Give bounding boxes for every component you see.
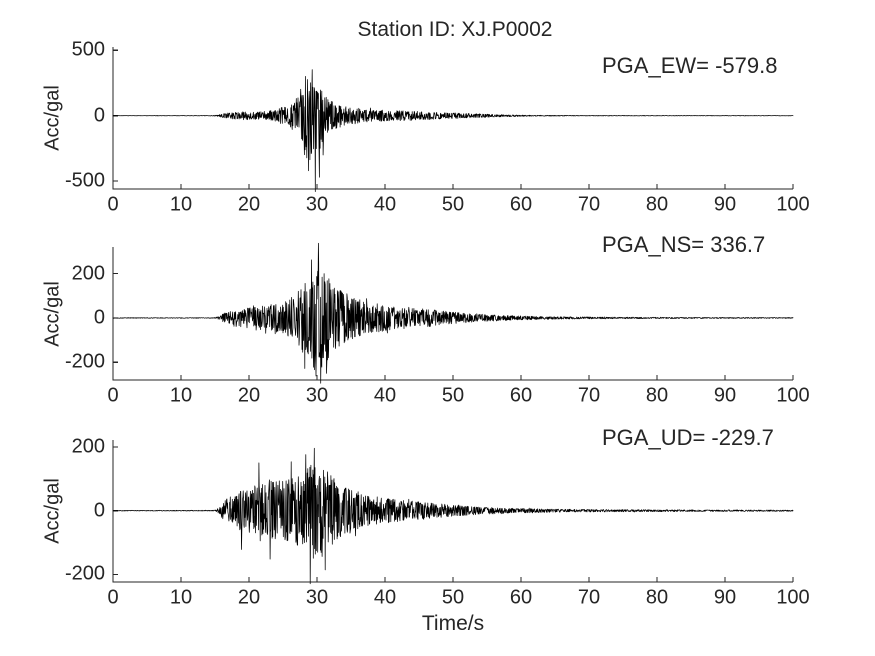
x-tick-label: 30 — [305, 586, 329, 609]
x-tick-label: 100 — [776, 586, 810, 609]
x-tick-label: 50 — [441, 384, 465, 407]
y-axis-label-ud: Acc/gal — [41, 478, 64, 544]
x-tick-label: 20 — [237, 384, 261, 407]
y-tick-label: 200 — [71, 262, 105, 285]
y-tick-label: 0 — [93, 499, 105, 522]
x-tick-label: 0 — [107, 193, 119, 216]
page-title: Station ID: XJ.P0002 — [357, 18, 553, 41]
x-tick-label: 90 — [713, 384, 737, 407]
x-tick-label: 60 — [509, 384, 533, 407]
y-tick-label: 0 — [93, 104, 105, 127]
x-tick-label: 80 — [645, 384, 669, 407]
x-tick-label: 0 — [107, 586, 119, 609]
y-tick-label: 500 — [71, 38, 105, 61]
pga-ew-annotation: PGA_EW= -579.8 — [602, 53, 778, 78]
x-tick-label: 40 — [373, 193, 397, 216]
pga-ud-annotation: PGA_UD= -229.7 — [602, 425, 774, 450]
y-tick-label: -500 — [64, 169, 105, 192]
x-tick-label: 10 — [169, 193, 193, 216]
x-tick-label: 50 — [441, 193, 465, 216]
y-axis-label-ns: Acc/gal — [41, 281, 64, 347]
x-tick-label: 20 — [237, 193, 261, 216]
x-tick-label: 70 — [577, 586, 601, 609]
x-tick-label: 80 — [645, 586, 669, 609]
x-tick-label: 40 — [373, 384, 397, 407]
x-tick-label: 10 — [169, 586, 193, 609]
x-tick-label: 0 — [107, 384, 119, 407]
x-tick-label: 30 — [305, 193, 329, 216]
x-tick-label: 10 — [169, 384, 193, 407]
x-tick-label: 100 — [776, 384, 810, 407]
x-tick-label: 70 — [577, 193, 601, 216]
pga-ns-annotation: PGA_NS= 336.7 — [602, 232, 766, 257]
y-tick-label: 0 — [93, 306, 105, 329]
x-tick-label: 100 — [776, 193, 810, 216]
y-tick-label: 200 — [71, 435, 105, 458]
x-tick-label: 40 — [373, 586, 397, 609]
x-tick-label: 90 — [713, 193, 737, 216]
x-tick-label: 20 — [237, 586, 261, 609]
x-tick-label: 80 — [645, 193, 669, 216]
x-axis-label: Time/s — [421, 612, 485, 635]
x-tick-label: 70 — [577, 384, 601, 407]
y-tick-label: -200 — [64, 350, 105, 373]
x-tick-label: 30 — [305, 384, 329, 407]
y-axis-label-ew: Acc/gal — [41, 85, 64, 151]
x-tick-label: 50 — [441, 586, 465, 609]
x-tick-label: 60 — [509, 193, 533, 216]
y-tick-label: -200 — [64, 562, 105, 585]
x-tick-label: 60 — [509, 586, 533, 609]
x-tick-label: 90 — [713, 586, 737, 609]
